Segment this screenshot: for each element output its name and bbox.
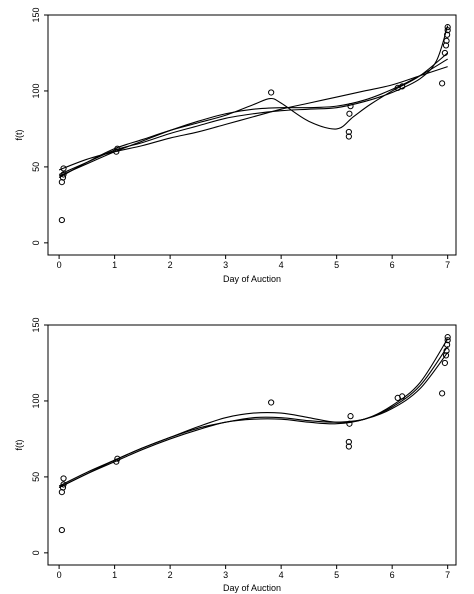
x-tick-label: 3 (223, 570, 228, 580)
data-point (442, 352, 450, 359)
y-tick-label: 100 (31, 393, 41, 408)
data-point (443, 37, 450, 44)
data-point (441, 49, 448, 57)
data-point (444, 334, 451, 341)
fitted-curve-1 (58, 52, 449, 179)
data-point (60, 475, 67, 482)
data-point (59, 174, 67, 181)
data-point (60, 481, 67, 488)
fitted-curves-bottom (58, 338, 449, 489)
y-axis-top: 0 50 100 150 (31, 7, 48, 245)
data-points-bottom (58, 334, 451, 534)
data-point (114, 145, 121, 152)
x-tick-label: 6 (390, 570, 395, 580)
y-tick-label: 150 (31, 317, 41, 332)
x-axis-top: 0 1 2 3 4 5 6 7 (57, 255, 450, 270)
data-point (268, 89, 275, 96)
data-point (347, 103, 354, 110)
x-tick-label: 7 (445, 260, 450, 270)
x-tick-label: 0 (57, 570, 62, 580)
fitted-curves-top (58, 25, 449, 179)
x-tick-label: 5 (334, 260, 339, 270)
x-tick-label: 2 (168, 570, 173, 580)
fitted-curve-3 (58, 345, 449, 489)
data-point (443, 347, 450, 354)
x-axis-label-top: Day of Auction (223, 274, 281, 284)
x-tick-label: 5 (334, 570, 339, 580)
x-axis-label-bottom: Day of Auction (223, 583, 281, 593)
data-point (442, 42, 450, 49)
data-point (346, 420, 353, 427)
y-axis-label-bottom: f(t) (14, 440, 24, 451)
x-tick-label: 0 (57, 260, 62, 270)
data-point (346, 110, 353, 117)
x-tick-label: 3 (223, 260, 228, 270)
data-point (60, 171, 67, 178)
data-point (345, 128, 352, 136)
data-point (59, 484, 67, 491)
data-point (345, 133, 352, 140)
x-tick-label: 7 (445, 570, 450, 580)
chart-panel-bottom: 0 1 2 3 4 5 6 7 0 50 100 150 Day of Auction f(t) (14, 317, 457, 593)
x-tick-label: 1 (112, 260, 117, 270)
y-axis-bottom: 0 50 100 150 (31, 317, 48, 555)
fitted-curve-1 (58, 338, 449, 489)
y-tick-label: 0 (31, 240, 41, 245)
data-point (268, 399, 275, 406)
x-axis-bottom: 0 1 2 3 4 5 6 7 (57, 565, 450, 580)
data-point (444, 27, 451, 34)
chart-panel-top: 0 1 2 3 4 5 6 7 0 50 100 150 Day of Auction f(t) (14, 7, 457, 284)
data-point (444, 341, 451, 348)
y-tick-label: 100 (31, 83, 41, 98)
fitted-curve-2 (58, 352, 449, 487)
data-point (439, 80, 446, 87)
data-point (113, 148, 120, 155)
data-point (114, 455, 121, 462)
data-point (60, 165, 67, 172)
x-tick-label: 2 (168, 260, 173, 270)
x-tick-label: 6 (390, 260, 395, 270)
data-point (347, 413, 354, 420)
data-point (399, 393, 406, 400)
y-tick-label: 0 (31, 550, 41, 555)
data-point (441, 359, 448, 367)
data-points-top (58, 24, 451, 224)
data-point (399, 83, 406, 90)
data-point (113, 458, 120, 465)
fitted-curve-4 (58, 58, 448, 177)
data-point (444, 337, 451, 344)
data-point (439, 390, 446, 397)
data-point (444, 24, 451, 31)
data-point (58, 216, 65, 224)
x-tick-label: 4 (279, 570, 284, 580)
x-tick-label: 1 (112, 570, 117, 580)
x-tick-label: 4 (279, 260, 284, 270)
y-tick-label: 50 (31, 472, 41, 482)
fitted-curve-3 (58, 66, 448, 171)
data-point (345, 438, 352, 446)
data-point (444, 31, 451, 38)
y-tick-label: 150 (31, 7, 41, 22)
plot-frame-top (47, 14, 457, 256)
data-point (345, 443, 352, 450)
plot-frame-bottom (47, 324, 457, 566)
data-point (58, 526, 65, 534)
y-tick-label: 50 (31, 162, 41, 172)
y-axis-label-top: f(t) (14, 130, 24, 141)
fitted-curve-2 (58, 25, 449, 175)
